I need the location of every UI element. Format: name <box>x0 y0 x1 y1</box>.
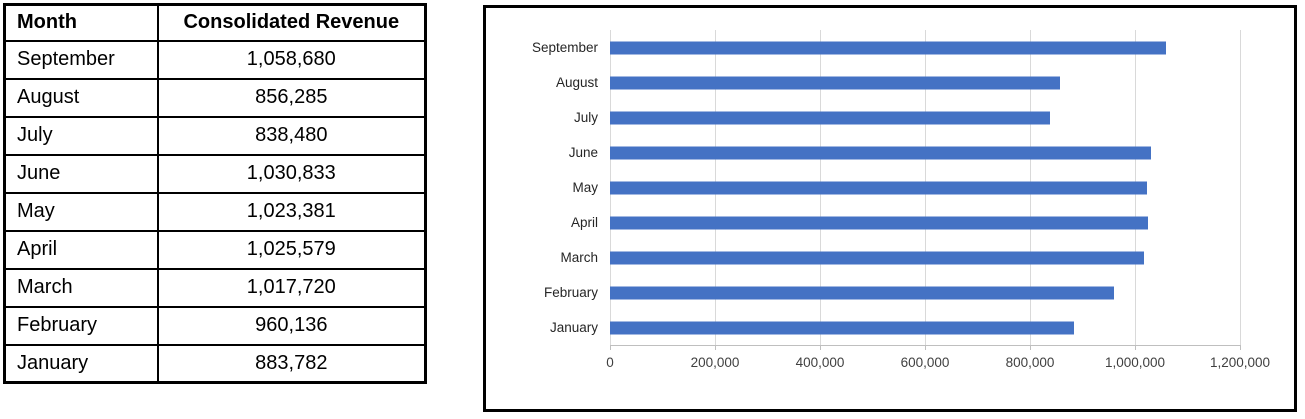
x-axis-tick-mark <box>1030 346 1031 350</box>
bar-row: May <box>572 170 1240 205</box>
bar-april <box>610 216 1149 229</box>
table-row: March 1,017,720 <box>3 267 427 308</box>
category-label: March <box>560 250 598 265</box>
bar-june <box>610 146 1152 159</box>
x-axis-tick-label: 400,000 <box>795 355 845 370</box>
vertical-gridline <box>1240 30 1241 345</box>
revenue-cell: 1,030,833 <box>156 153 427 194</box>
table-row: January 883,782 <box>3 343 427 384</box>
revenue-cell: 1,017,720 <box>156 267 427 308</box>
category-label: August <box>555 75 598 90</box>
x-axis-tick-mark <box>610 346 611 350</box>
bar-september <box>610 41 1166 54</box>
bar-row: February <box>544 275 1240 310</box>
month-cell: April <box>3 229 159 270</box>
month-cell: July <box>3 115 159 156</box>
table-row: June 1,030,833 <box>3 153 427 194</box>
x-axis-tick-mark <box>925 346 926 350</box>
x-axis-tick-label: 1,200,000 <box>1209 355 1271 370</box>
revenue-cell: 1,058,680 <box>156 39 427 80</box>
x-axis-tick-mark <box>1135 346 1136 350</box>
x-axis-line <box>610 345 1241 346</box>
table-row: September 1,058,680 <box>3 39 427 80</box>
revenue-table-body: September 1,058,680 August 856,285 July 838,4… <box>3 39 427 384</box>
category-label: February <box>543 285 598 300</box>
month-cell: June <box>3 153 159 194</box>
bar-row: June <box>569 135 1240 170</box>
category-label: June <box>568 145 598 160</box>
table-row: February 960,136 <box>3 305 427 346</box>
revenue-cell: 883,782 <box>156 343 427 384</box>
bar-chart: 0 200,000 400,000 600,000 800,000 1,000,000 1,… <box>483 5 1297 412</box>
month-cell: March <box>3 267 159 308</box>
table-row: July 838,480 <box>3 115 427 156</box>
bar-row: July <box>574 100 1240 135</box>
bar-january <box>610 321 1074 334</box>
bar-august <box>610 76 1060 89</box>
table-row: August 856,285 <box>3 77 427 118</box>
x-axis-tick-label: 0 <box>606 355 614 370</box>
table-row: May 1,023,381 <box>3 191 427 232</box>
bar-july <box>610 111 1051 124</box>
bar-row: March <box>560 240 1240 275</box>
x-axis-tick-mark <box>1240 346 1241 350</box>
category-label: April <box>570 215 598 230</box>
month-cell: February <box>3 305 159 346</box>
month-cell: August <box>3 77 159 118</box>
plot-area: 0 200,000 400,000 600,000 800,000 1,000,000 1,… <box>532 30 1270 370</box>
header-row: Month Consolidated Revenue <box>3 3 427 42</box>
revenue-cell: 1,025,579 <box>156 229 427 270</box>
month-cell: May <box>3 191 159 232</box>
revenue-table: Month Consolidated Revenue September 1,05… <box>3 3 427 384</box>
revenue-cell: 1,023,381 <box>156 191 427 232</box>
bar-march <box>610 251 1145 264</box>
bar-may <box>610 181 1148 194</box>
x-axis-tick-mark <box>715 346 716 350</box>
bar-february <box>610 286 1115 299</box>
bar-row: April <box>571 205 1240 240</box>
table-row: April 1,025,579 <box>3 229 427 270</box>
revenue-table-header: Month Consolidated Revenue <box>3 3 427 42</box>
x-axis-tick-label: 800,000 <box>1005 355 1055 370</box>
bar-row: August <box>556 65 1240 100</box>
x-axis-tick-label: 1,000,000 <box>1104 355 1166 370</box>
x-axis-tick-label: 600,000 <box>900 355 950 370</box>
bar-row: January <box>550 310 1240 345</box>
category-label: September <box>531 40 598 55</box>
bar-row: September <box>532 30 1240 65</box>
category-label: May <box>572 180 598 195</box>
revenue-cell: 960,136 <box>156 305 427 346</box>
category-label: July <box>573 110 598 125</box>
revenue-column-header: Consolidated Revenue <box>156 3 427 42</box>
month-column-header: Month <box>3 3 159 42</box>
category-label: January <box>549 320 598 335</box>
x-axis-tick-label: 200,000 <box>690 355 740 370</box>
month-cell: January <box>3 343 159 384</box>
revenue-cell: 838,480 <box>156 115 427 156</box>
x-axis-tick-mark <box>820 346 821 350</box>
revenue-cell: 856,285 <box>156 77 427 118</box>
month-cell: September <box>3 39 159 80</box>
